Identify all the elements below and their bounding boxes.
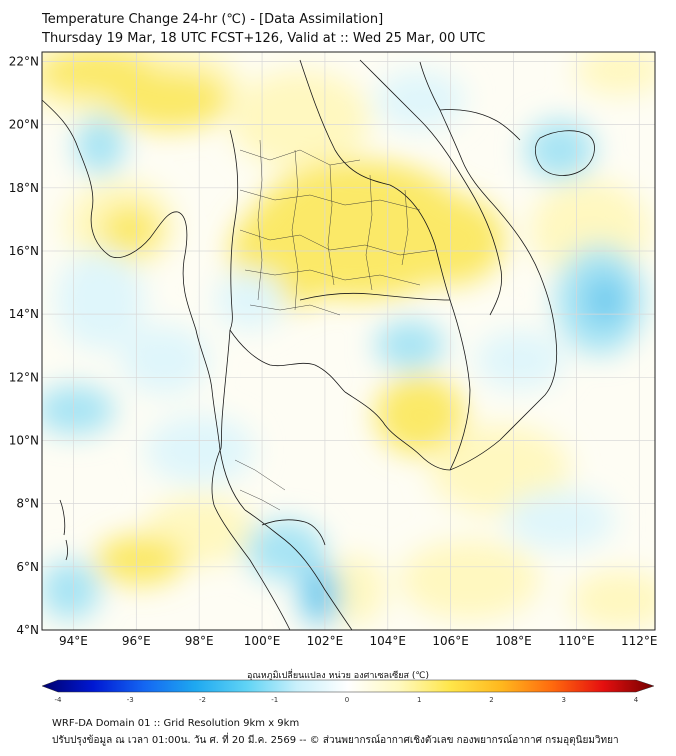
map-figure: 22°N 20°N 18°N 16°N 14°N 12°N 10°N 8°N 6°N 4°N 94… [9, 51, 658, 648]
colorbar-tick-label: 4 [634, 696, 639, 704]
peninsula-east-coast [244, 509, 353, 630]
warm-area [400, 540, 540, 620]
warm-area [100, 205, 160, 255]
colorbar-tick-label: 0 [345, 696, 349, 704]
cool-area [505, 490, 615, 550]
colorbar-ticks: -4 -3 -2 -1 0 1 2 3 4 [55, 696, 639, 704]
warm-area [95, 535, 185, 585]
province-boundaries [234, 139, 436, 511]
cambodia-coast [344, 391, 451, 471]
gulf-west-shore [219, 329, 231, 451]
gulf-of-thailand-north [229, 329, 346, 393]
cool-area [120, 325, 210, 395]
peninsula-west-coast [211, 449, 291, 630]
province-line [244, 269, 421, 286]
colorbar-tick-label: -2 [199, 696, 206, 704]
lon-tick-label: 100°E [244, 634, 281, 648]
lat-tick-label: 14°N [9, 307, 39, 321]
temperature-field [42, 52, 655, 630]
thai-myanmar-border [229, 129, 239, 331]
colorbar-tick-label: 2 [489, 696, 493, 704]
cool-area [145, 415, 255, 485]
cool-area [75, 115, 125, 175]
cool-area [245, 520, 325, 580]
map-subtitle: Thursday 19 Mar, 18 UTC FCST+126, Valid … [42, 31, 486, 46]
vietnam-coast [419, 61, 558, 471]
colorbar-label: อุณหภูมิเปลี่ยนแปลง หน่วย องศาเซลเซียส (… [246, 671, 430, 681]
cool-area [375, 70, 465, 130]
thai-cambodia-border [299, 292, 451, 301]
province-line [257, 139, 263, 301]
province-line [234, 459, 286, 491]
lon-tick-label: 104°E [370, 634, 407, 648]
warm-area [430, 425, 570, 515]
cool-area [42, 385, 115, 435]
footer-model-info: WRF-DA Domain 01 :: Grid Resolution 9km … [52, 718, 300, 729]
warm-area [110, 70, 230, 130]
province-line [239, 149, 361, 166]
cool-area [585, 275, 625, 325]
cambodia-vietnam-border [449, 299, 471, 471]
lat-tick-label: 6°N [16, 560, 39, 574]
laos-vietnam-border [359, 59, 503, 316]
cool-area [475, 330, 565, 390]
mekong-border [299, 59, 451, 301]
lat-tick-label: 8°N [16, 497, 39, 511]
longitude-axis: 94°E 96°E 98°E 100°E 102°E 104°E 106°E 108°E 110… [59, 634, 658, 648]
lat-tick-label: 16°N [9, 244, 39, 258]
lon-tick-label: 106°E [432, 634, 469, 648]
warm-area [395, 195, 505, 285]
lon-tick-label: 108°E [495, 634, 532, 648]
cool-area [55, 250, 145, 350]
warm-area [575, 52, 655, 95]
lat-tick-label: 22°N [9, 54, 39, 68]
cool-area [215, 270, 285, 330]
myanmar-west-coast [42, 99, 246, 511]
andaman-islands [59, 499, 68, 561]
cool-area [525, 120, 595, 180]
gulf-of-tonkin [439, 109, 521, 141]
province-line [239, 189, 421, 211]
lat-tick-label: 12°N [9, 370, 39, 384]
lat-tick-label: 20°N [9, 118, 39, 132]
map-title: Temperature Change 24-hr (℃) - [Data Ass… [42, 12, 384, 27]
colorbar-tick-label: -1 [271, 696, 278, 704]
warm-area [325, 555, 385, 625]
cool-area [42, 560, 100, 620]
lon-tick-label: 112°E [621, 634, 658, 648]
lat-tick-label: 18°N [9, 181, 39, 195]
cool-area [300, 565, 340, 625]
lon-tick-label: 98°E [185, 634, 214, 648]
lat-tick-label: 10°N [9, 433, 39, 447]
lon-tick-label: 102°E [307, 634, 344, 648]
province-line [365, 174, 373, 291]
colorbar-tick-label: -4 [55, 696, 63, 704]
colorbar-scale [41, 679, 655, 693]
coastline-and-borders [42, 59, 595, 630]
lon-tick-label: 110°E [558, 634, 595, 648]
province-line [327, 164, 335, 286]
province-line [239, 229, 436, 256]
colorbar-tick-label: 1 [417, 696, 421, 704]
warm-area [230, 70, 370, 170]
latitude-axis: 22°N 20°N 18°N 16°N 14°N 12°N 10°N 8°N 6°N 4°N [9, 54, 39, 637]
lat-tick-label: 4°N [16, 623, 39, 637]
colorbar-tick-label: 3 [562, 696, 566, 704]
map-frame [41, 51, 656, 631]
cool-area [375, 320, 445, 370]
lon-tick-label: 94°E [59, 634, 88, 648]
warm-area [570, 570, 655, 630]
province-line [401, 189, 409, 266]
colorbar-tick-label: -3 [127, 696, 134, 704]
hainan-island [534, 130, 595, 176]
province-line [239, 489, 281, 511]
lon-tick-label: 96°E [122, 634, 151, 648]
warm-area [375, 375, 465, 455]
province-line [291, 149, 299, 311]
footer-credit: ปรับปรุงข้อมูล ณ เวลา 01:00น. วัน ศ. ที่… [52, 735, 619, 746]
colorbar: -4 -3 -2 -1 0 1 2 3 4 [41, 679, 655, 704]
malaysia-border [261, 519, 326, 546]
